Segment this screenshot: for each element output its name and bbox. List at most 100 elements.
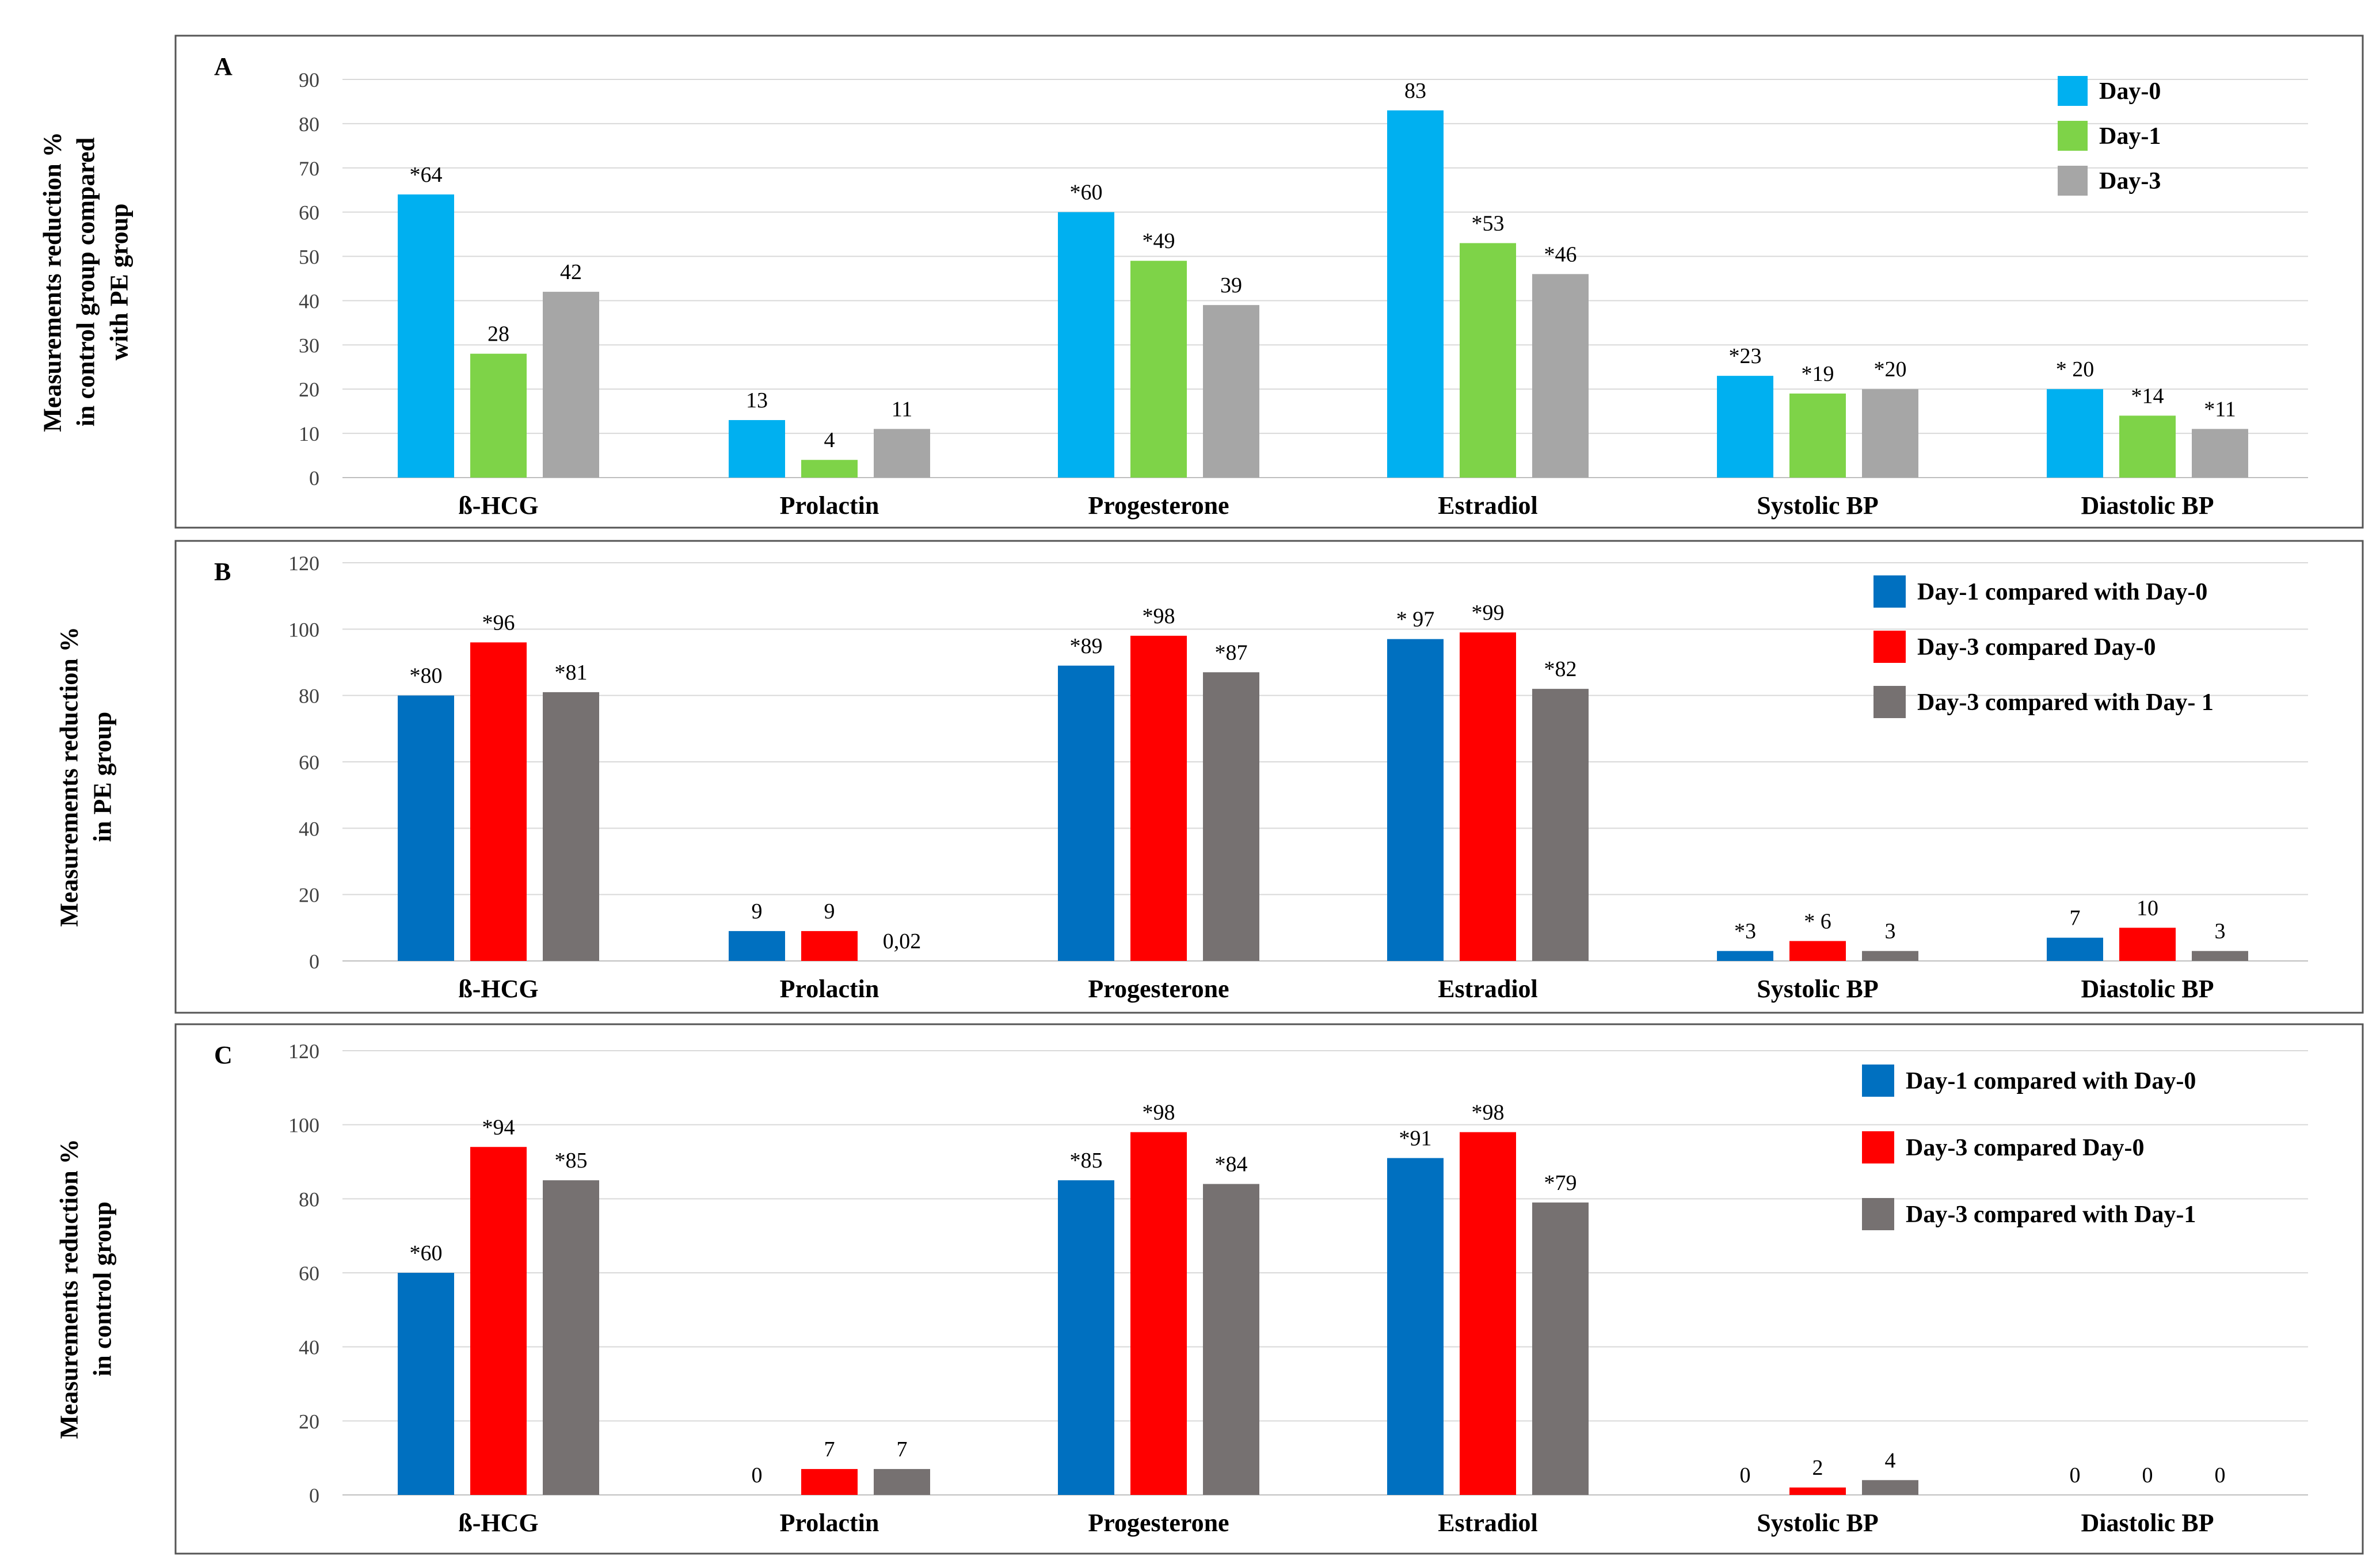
panel-c-y-tick-label: 20	[299, 1410, 319, 1433]
panel-b-bar	[398, 695, 454, 961]
panel-b-x-tick-label: Systolic BP	[1757, 975, 1878, 1003]
panel-c-bar	[1058, 1180, 1114, 1495]
panel-a-data-label: 28	[488, 322, 509, 346]
panel-a-data-label: 11	[892, 397, 913, 421]
panel-c-y-tick-label: 40	[299, 1336, 319, 1359]
panel-a-legend-label: Day-3	[2099, 168, 2161, 194]
panel-a-data-label: *60	[1070, 181, 1103, 205]
panel-c-letter: C	[214, 1041, 233, 1069]
panel-a-data-label: *14	[2131, 384, 2164, 408]
panel-c-legend-swatch	[1862, 1198, 1894, 1230]
panel-a-bar	[1460, 243, 1516, 478]
panel-a-y-tick-label: 70	[299, 157, 319, 180]
panel-c-bar	[1862, 1480, 1918, 1495]
panel-b-y-tick-label: 20	[299, 884, 319, 907]
panel-b-legend-swatch	[1873, 631, 1906, 663]
panel-a-bar	[2192, 429, 2248, 478]
panel-c-x-tick-label: Progesterone	[1088, 1509, 1229, 1537]
panel-a-bar	[1789, 393, 1846, 478]
panel-c-data-label: *85	[555, 1149, 588, 1173]
panel-c-bar	[1130, 1132, 1187, 1495]
y-title-line: in control group	[89, 1201, 117, 1376]
panel-a-bar	[1203, 305, 1259, 478]
panel-b-data-label: 9	[752, 899, 763, 924]
panel-b-frame	[174, 540, 2364, 1014]
panel-c-legend-label: Day-3 compared with Day-1	[1906, 1201, 2196, 1228]
panel-b-bar	[729, 931, 785, 961]
panel-a-data-label: 13	[746, 388, 768, 413]
panel-c-data-label: *84	[1215, 1153, 1248, 1177]
panel-b-data-label: *3	[1734, 920, 1756, 944]
panel-a-y-tick-label: 10	[299, 422, 319, 445]
panel-c-y-tick-label: 0	[309, 1484, 319, 1507]
panel-a-letter: A	[214, 52, 233, 81]
panel-b-bar	[543, 692, 599, 961]
panel-b-data-label: *82	[1544, 657, 1577, 681]
panel-b-data-label: * 6	[1804, 909, 1831, 933]
y-title-line: in PE group	[89, 711, 117, 842]
panel-b-data-label: *80	[410, 664, 443, 688]
panel-a-data-label: *20	[1874, 357, 1907, 381]
panel-c-x-tick-label: Systolic BP	[1757, 1509, 1878, 1537]
panel-b-y-tick-label: 40	[299, 817, 319, 840]
y-title-line: in control group compared	[72, 137, 100, 426]
panel-b-bar	[1717, 951, 1773, 961]
panel-c-legend-label: Day-1 compared with Day-0	[1906, 1068, 2196, 1094]
panel-c-bar	[874, 1468, 930, 1495]
panel-c-data-label: 0	[1740, 1463, 1751, 1487]
panel-c-y-tick-label: 100	[288, 1114, 319, 1137]
panel-a-legend-label: Day-1	[2099, 123, 2161, 150]
panel-a-x-tick-label: ß-HCG	[458, 491, 538, 520]
panel-b-legend-swatch	[1873, 686, 1906, 718]
panel-b-bar	[2119, 928, 2176, 961]
panel-c-legend-label: Day-3 compared Day-0	[1906, 1135, 2145, 1161]
y-title-line: with PE group	[105, 203, 134, 361]
panel-a-x-tick-label: Diastolic BP	[2081, 491, 2214, 520]
panel-c-y-tick-label: 80	[299, 1188, 319, 1211]
panel-a-y-tick-label: 40	[299, 289, 319, 312]
panel-a-data-label: *23	[1729, 344, 1762, 368]
panel-b-data-label: 7	[2070, 906, 2081, 930]
panel-c-data-label: *98	[1472, 1101, 1505, 1125]
y-title-line: Measurements reduction %	[55, 627, 83, 927]
panel-c-x-tick-label: Estradiol	[1438, 1509, 1538, 1537]
panel-a-x-tick-label: Estradiol	[1438, 491, 1538, 520]
panel-b-bar	[1387, 639, 1444, 961]
panel-b-data-label: *89	[1070, 634, 1103, 658]
panel-b-x-tick-label: ß-HCG	[458, 975, 538, 1003]
panel-c-bar	[1789, 1487, 1846, 1495]
panel-c-legend-swatch	[1862, 1131, 1894, 1163]
panel-a-bar	[398, 194, 454, 478]
panel-b-x-tick-label: Progesterone	[1088, 975, 1229, 1003]
panel-a-x-tick-label: Systolic BP	[1757, 491, 1878, 520]
panel-c-data-label: 7	[824, 1437, 835, 1462]
panel-b-data-label: 3	[1885, 920, 1896, 944]
panel-c-bar	[398, 1273, 454, 1495]
panel-a-bar	[1532, 274, 1589, 478]
panel-c-bar	[543, 1180, 599, 1495]
panel-b-legend-label: Day-3 compared Day-0	[1917, 634, 2156, 661]
panel-a-frame	[174, 35, 2364, 529]
y-title-line: Measurements reduction %	[55, 1139, 83, 1439]
panel-c-data-label: 0	[2070, 1463, 2081, 1487]
panel-a-y-tick-label: 80	[299, 113, 319, 136]
panel-c-y-axis-title: Measurements reduction % in control grou…	[0, 1024, 173, 1554]
panel-b-data-label: 0,02	[883, 929, 921, 953]
panel-c-data-label: 2	[1812, 1456, 1823, 1480]
panel-a-bar	[470, 353, 527, 478]
panel-a-bar	[1387, 110, 1444, 478]
panel-a-data-label: 4	[824, 428, 835, 452]
panel-b-legend-label: Day-1 compared with Day-0	[1917, 579, 2207, 605]
panel-b-bar	[470, 642, 527, 961]
panel-a-data-label: *19	[1802, 362, 1834, 386]
panel-c-data-label: *98	[1143, 1101, 1175, 1125]
panel-c-bar	[1532, 1202, 1589, 1495]
panel-b-legend-swatch	[1873, 575, 1906, 608]
panel-a-y-tick-label: 50	[299, 246, 319, 269]
panel-c-y-tick-label: 60	[299, 1262, 319, 1285]
panel-c-data-label: *91	[1399, 1127, 1432, 1151]
panel-a-bar	[2047, 389, 2103, 478]
panel-c-data-label: *85	[1070, 1149, 1103, 1173]
panel-a-y-tick-label: 60	[299, 201, 319, 224]
